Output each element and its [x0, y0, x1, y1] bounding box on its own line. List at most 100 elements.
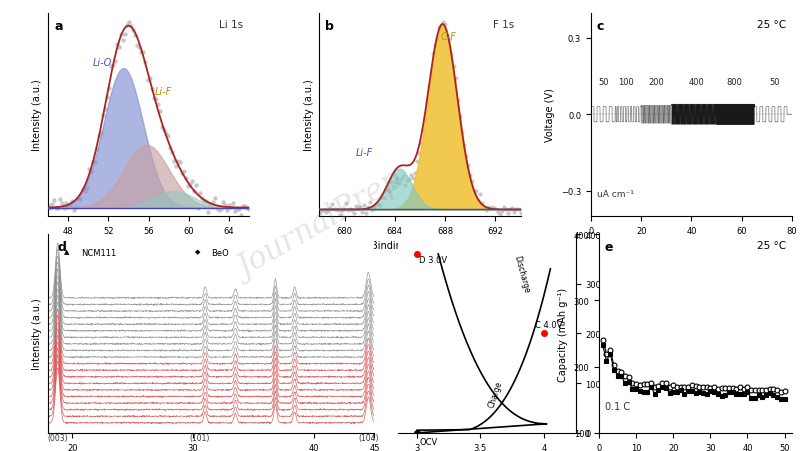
Point	[218, 202, 231, 209]
Point	[237, 203, 250, 210]
Discharge	[717, 386, 726, 391]
Point	[327, 206, 340, 213]
Discharge	[609, 363, 618, 368]
Discharge	[721, 386, 730, 391]
Discharge	[746, 387, 756, 393]
Charge	[628, 387, 638, 392]
Text: 400: 400	[689, 78, 704, 87]
Point	[155, 124, 168, 131]
Text: uA cm⁻¹: uA cm⁻¹	[597, 189, 634, 198]
Charge	[742, 390, 752, 395]
Point	[463, 172, 476, 179]
Point	[98, 106, 111, 114]
Text: (104): (104)	[358, 433, 378, 442]
Discharge	[742, 385, 752, 390]
Discharge	[731, 386, 741, 391]
Point	[406, 175, 419, 182]
Charge	[676, 388, 686, 393]
Discharge	[631, 381, 641, 387]
Text: NCM111: NCM111	[81, 249, 116, 258]
Point	[114, 32, 127, 39]
Point	[74, 196, 87, 203]
Charge	[754, 392, 763, 398]
Text: Charge: Charge	[486, 379, 504, 408]
Point	[374, 202, 386, 209]
Point	[386, 183, 399, 190]
Discharge	[650, 384, 659, 390]
Discharge	[606, 348, 615, 353]
Charge	[606, 351, 615, 357]
Point	[350, 203, 362, 211]
Point	[92, 133, 105, 141]
Charge	[750, 396, 760, 401]
Point	[174, 159, 186, 166]
Point	[358, 202, 370, 209]
Text: 25 °C: 25 °C	[757, 19, 786, 30]
Point	[102, 86, 115, 93]
Point	[178, 168, 190, 175]
Y-axis label: Intensity (a.u.): Intensity (a.u.)	[304, 79, 314, 151]
Point	[352, 204, 365, 212]
Discharge	[702, 385, 711, 390]
Point	[204, 201, 217, 208]
Charge	[638, 389, 648, 395]
Charge	[698, 390, 708, 396]
Point	[230, 206, 243, 213]
Point	[433, 24, 446, 32]
Point	[494, 211, 506, 218]
Point	[171, 157, 184, 165]
Point	[46, 201, 58, 208]
Point	[356, 209, 369, 216]
Point	[462, 162, 474, 170]
Point	[338, 206, 350, 213]
Text: Discharge: Discharge	[512, 254, 531, 294]
Point	[346, 207, 358, 214]
Point	[321, 207, 334, 214]
Point	[242, 206, 255, 213]
Point	[159, 130, 172, 138]
Discharge	[642, 382, 652, 387]
Point	[392, 180, 405, 187]
Discharge	[617, 369, 626, 374]
Point	[214, 206, 227, 213]
Point	[141, 78, 154, 85]
Point	[417, 127, 430, 134]
Point	[500, 206, 513, 213]
Text: 200: 200	[648, 78, 664, 87]
Text: 0.1 C: 0.1 C	[605, 401, 630, 411]
Point	[70, 204, 83, 212]
Point	[364, 198, 377, 206]
Point	[335, 207, 348, 214]
Point	[44, 205, 57, 212]
Point	[229, 208, 242, 215]
Charge	[765, 390, 774, 396]
Point	[216, 199, 229, 206]
Text: 800: 800	[726, 78, 742, 87]
Point	[339, 199, 352, 207]
Point	[458, 142, 470, 149]
Point	[90, 146, 103, 153]
Point	[347, 210, 360, 217]
Point	[135, 50, 148, 57]
Y-axis label: Voltage (V): Voltage (V)	[546, 88, 555, 142]
Point	[188, 188, 201, 195]
Point	[198, 198, 210, 206]
Point	[421, 99, 434, 106]
Point	[370, 201, 382, 208]
Charge	[658, 385, 667, 390]
Charge	[613, 373, 622, 378]
Point	[319, 209, 332, 216]
Point	[437, 19, 450, 27]
Point	[137, 49, 150, 56]
Charge	[739, 391, 749, 397]
Point	[498, 204, 510, 211]
Point	[396, 173, 409, 180]
Point	[202, 209, 215, 216]
Point	[422, 83, 435, 91]
Point	[441, 33, 454, 41]
Point	[109, 59, 122, 66]
Point	[490, 207, 502, 214]
Charge	[602, 358, 611, 364]
Point	[192, 205, 205, 212]
Text: D 3.0V: D 3.0V	[419, 255, 447, 264]
